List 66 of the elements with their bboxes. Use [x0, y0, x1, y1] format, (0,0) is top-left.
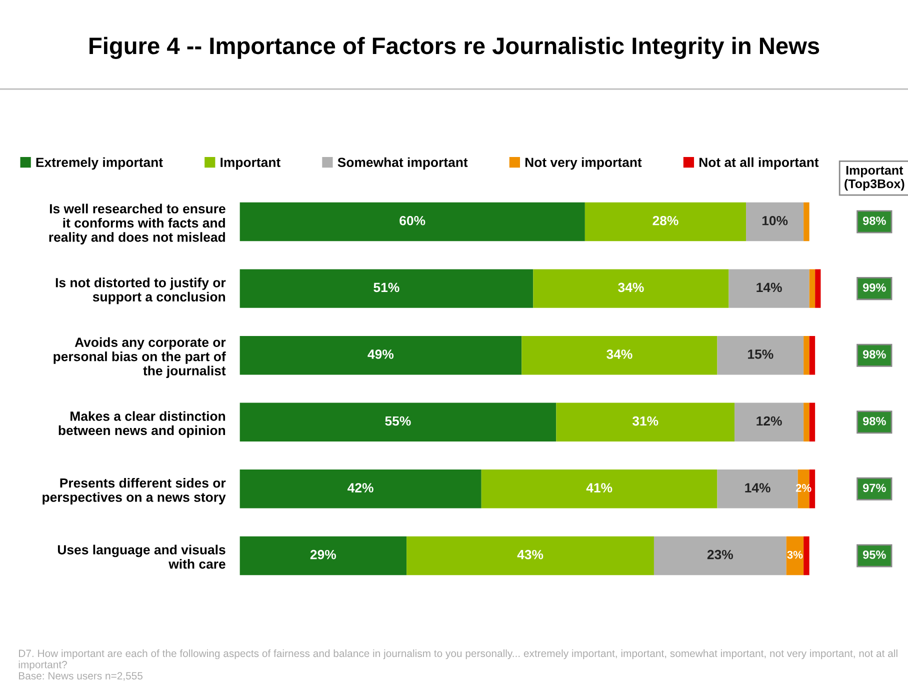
data-label: 51% — [374, 282, 400, 292]
bar — [240, 536, 407, 576]
bar — [809, 402, 816, 442]
legend-label: Extremely important — [36, 157, 163, 170]
bar — [809, 269, 816, 308]
text: 99% — [863, 283, 886, 292]
data-label: 14% — [756, 282, 782, 292]
bar — [734, 402, 804, 442]
bar — [815, 269, 821, 308]
data-label: 31% — [632, 416, 658, 426]
data-label: 49% — [368, 350, 394, 359]
bar — [804, 402, 810, 442]
bar — [240, 269, 534, 308]
data-label: 14% — [745, 483, 770, 492]
data-label: 29% — [310, 550, 336, 560]
bar — [406, 536, 654, 576]
y-tick-label: Uses language and visuals with care — [58, 544, 226, 569]
legend-label: Not at all important — [699, 157, 819, 170]
legend-label: Not very important — [525, 157, 642, 170]
data-label: 3% — [787, 550, 803, 559]
data-label: 23% — [707, 550, 733, 560]
data-label: 34% — [606, 350, 632, 359]
legend-label: Important — [220, 158, 280, 170]
text: D7. How important are each of the following aspects of fairness and balance in journalism to you personally... extremely important, important, somewhat important, not very important, not at all important? Base: News users n=2,555 — [18, 649, 898, 681]
text: 98% — [863, 216, 886, 225]
text: 97% — [863, 484, 886, 492]
data-label: 42% — [348, 483, 374, 492]
data-label: 12% — [756, 416, 782, 426]
legend-label: Somewhat important — [338, 157, 468, 170]
bar — [804, 336, 810, 375]
bar — [240, 202, 585, 242]
bar — [533, 269, 729, 308]
bar — [240, 402, 556, 442]
bar — [556, 402, 735, 442]
data-label: 60% — [400, 216, 426, 226]
data-label: 28% — [652, 216, 678, 226]
bar — [728, 269, 810, 308]
bar — [809, 336, 816, 375]
bar — [804, 202, 810, 242]
y-tick-label: Presents different sides or perspectives on a news story — [42, 478, 226, 504]
y-tick-label: Makes a clear distinction between news and opinion — [58, 411, 226, 438]
y-tick-label: Avoids any corporate or personal bias on the part of the journalist — [54, 337, 226, 378]
bar — [240, 336, 522, 375]
text: Important (Top3Box) — [844, 166, 904, 191]
y-tick-label: Is well researched to ensure it conforms with facts and reality and does not mislead — [49, 204, 226, 244]
data-label: 15% — [748, 350, 774, 359]
y-tick-label: Is not distorted to justify or support a conclusion — [56, 278, 226, 304]
bar — [717, 336, 804, 375]
text: 95% — [863, 550, 886, 559]
text: 98% — [863, 416, 886, 426]
bar — [804, 536, 810, 576]
chart-title: Figure 4 -- Importance of Factors re Journalistic Integrity in News — [90, 36, 820, 60]
bar — [481, 470, 718, 508]
bar — [717, 470, 798, 508]
data-label: 41% — [586, 483, 612, 492]
data-label: 34% — [618, 282, 644, 292]
data-label: 10% — [762, 216, 788, 226]
bar — [786, 536, 804, 576]
data-label: 43% — [517, 550, 544, 560]
bar — [654, 536, 786, 576]
text: 98% — [863, 350, 886, 359]
bar — [240, 470, 482, 508]
data-label: 55% — [385, 416, 411, 426]
bar — [746, 202, 804, 242]
bar — [522, 336, 718, 375]
bar — [584, 202, 746, 242]
